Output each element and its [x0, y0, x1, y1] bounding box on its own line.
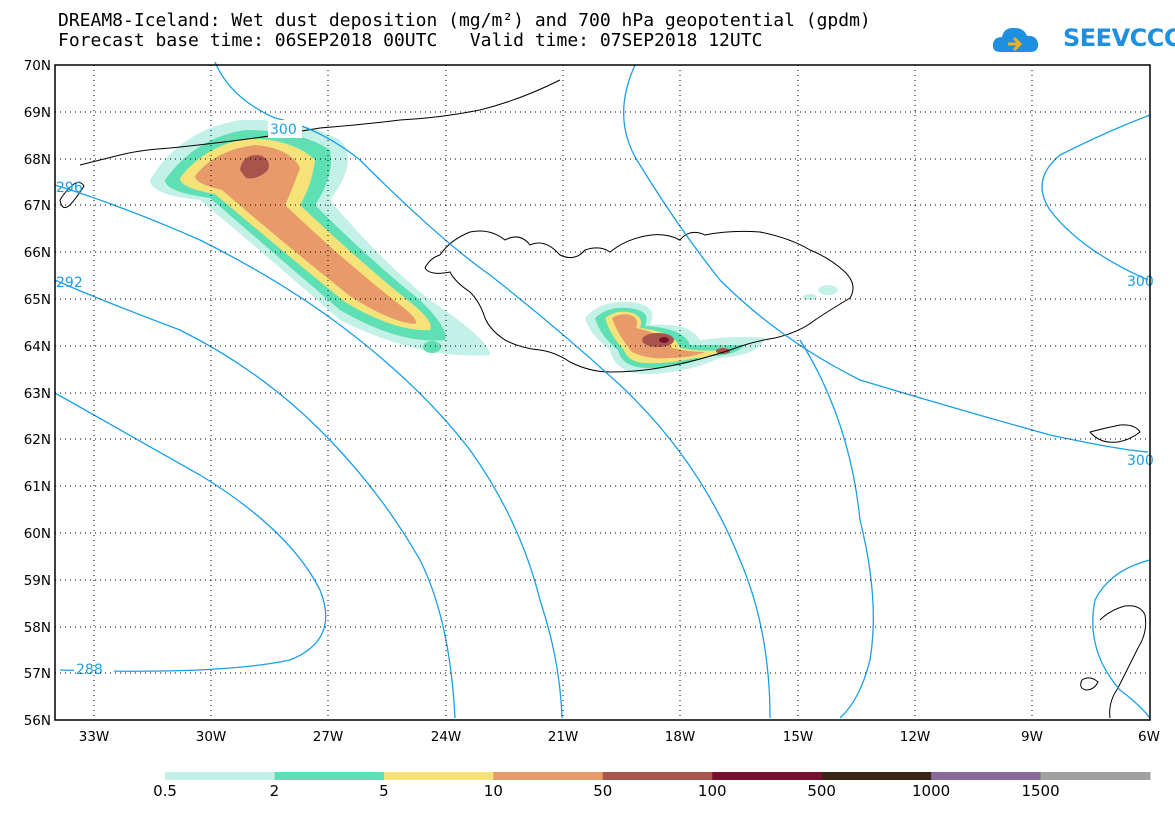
lon-label: 33W [79, 729, 110, 745]
lat-label: 68N [24, 152, 51, 168]
colorbar-swatch [493, 772, 604, 780]
colorbar-swatch [274, 772, 385, 780]
colorbar [165, 772, 1151, 780]
longitude-labels: 33W 30W 27W 24W 21W 18W 15W 12W 9W 6W [79, 729, 1160, 745]
lon-label: 12W [900, 729, 931, 745]
lon-label: 15W [783, 729, 814, 745]
lat-label: 63N [24, 386, 51, 402]
lon-label: 24W [431, 729, 462, 745]
contour-296 [54, 184, 563, 719]
map-title: DREAM8-Iceland: Wet dust deposition (mg/… [58, 10, 871, 31]
lat-label: 67N [24, 198, 51, 214]
lat-label: 62N [24, 432, 51, 448]
colorbar-swatch [821, 772, 932, 780]
colorbar-label: 1500 [1021, 782, 1060, 800]
colorbar-label: 10 [483, 782, 503, 800]
colorbar-swatch [712, 772, 823, 780]
lat-label: 58N [24, 620, 51, 636]
colorbar-label: 0.5 [153, 782, 177, 800]
gridlines [55, 65, 1150, 720]
contour-304 [1041, 114, 1151, 281]
colorbar-label: 50 [593, 782, 613, 800]
lat-label: 60N [24, 526, 51, 542]
lon-label: 6W [1138, 729, 1160, 745]
lat-label: 66N [24, 245, 51, 261]
colorbar-swatch [602, 772, 713, 780]
contour-label: 296 [56, 180, 83, 196]
lat-label: 61N [24, 479, 51, 495]
contour-label: 288 [76, 662, 103, 678]
forecast-times: Forecast base time: 06SEP2018 00UTC Vali… [58, 30, 763, 51]
lat-label: 64N [24, 339, 51, 355]
colorbar-swatch [1040, 772, 1151, 780]
lon-label: 18W [665, 729, 696, 745]
contour-inner-east [799, 339, 874, 719]
lat-label: 70N [24, 58, 51, 74]
lon-label: 27W [313, 729, 344, 745]
contour-label: 300 [270, 122, 297, 138]
lat-label: 57N [24, 666, 51, 682]
contour-labels: 300 296 292 288 300 300 [56, 120, 1154, 678]
contour-label: 300 [1127, 274, 1154, 290]
lat-label: 65N [24, 292, 51, 308]
latitude-labels: 70N 69N 68N 67N 66N 65N 64N 63N 62N 61N … [24, 58, 51, 729]
cloud-icon [992, 27, 1039, 52]
lon-label: 21W [548, 729, 579, 745]
lat-label: 69N [24, 105, 51, 121]
contour-292 [54, 279, 456, 719]
contour-se [1092, 559, 1151, 719]
contour-288 [54, 392, 327, 672]
contour-label: 292 [56, 275, 83, 291]
colorbar-label: 100 [697, 782, 727, 800]
dust-plume-northwest [150, 119, 490, 356]
colorbar-label: 5 [379, 782, 389, 800]
lat-label: 56N [24, 713, 51, 729]
contour-label: 300 [1127, 453, 1154, 469]
colorbar-swatch [165, 772, 275, 780]
colorbar-label: 2 [269, 782, 280, 800]
lat-label: 59N [24, 573, 51, 589]
dust-patch-south-iceland [585, 285, 838, 375]
logo-text: SEEVCCC [1063, 24, 1175, 52]
contour-300-east [622, 64, 1149, 453]
colorbar-swatch [383, 772, 494, 780]
colorbar-swatch [931, 772, 1042, 780]
lon-label: 9W [1021, 729, 1043, 745]
colorbar-label: 1000 [912, 782, 951, 800]
map-frame [54, 64, 1151, 721]
lon-label: 30W [196, 729, 227, 745]
colorbar-label: 500 [807, 782, 836, 800]
